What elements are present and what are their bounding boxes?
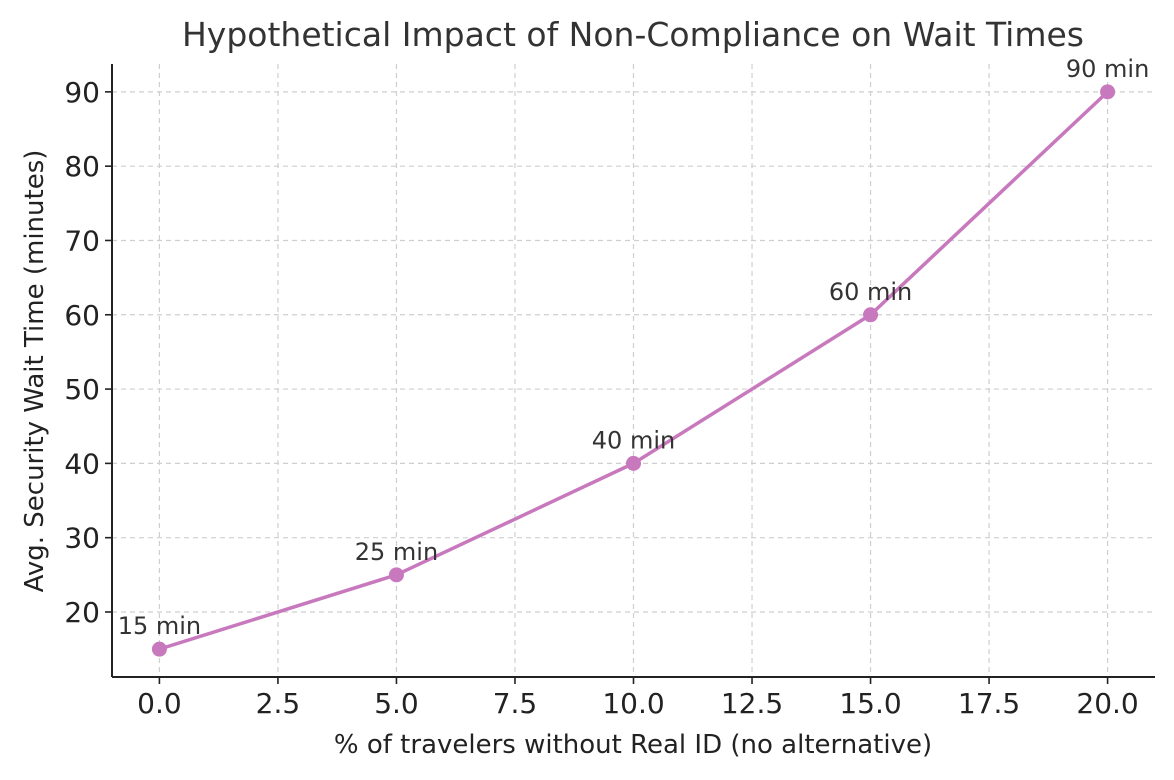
y-tick-label: 50: [64, 373, 100, 406]
data-label: 40 min: [592, 426, 675, 454]
chart-title: Hypothetical Impact of Non-Compliance on…: [182, 15, 1084, 54]
y-tick-label: 30: [64, 522, 100, 555]
series-layer: 15 min 25 min 40 min 60 min 90 min: [118, 55, 1149, 657]
y-tick-label: 40: [64, 447, 100, 480]
y-axis-label: Avg. Security Wait Time (minutes): [20, 150, 50, 593]
data-point: [626, 455, 641, 471]
x-tick-label: 10.0: [602, 687, 664, 720]
x-tick-label: 15.0: [839, 687, 901, 720]
data-point: [388, 567, 404, 583]
data-label: 25 min: [355, 538, 438, 566]
y-tick-label: 80: [64, 150, 100, 183]
data-label: 15 min: [118, 612, 201, 640]
x-tick-label: 17.5: [958, 687, 1020, 720]
y-tick-label: 20: [64, 596, 100, 629]
x-tick-label: 20.0: [1076, 687, 1138, 720]
x-axis-label: % of travelers without Real ID (no alter…: [334, 730, 932, 760]
data-point: [151, 641, 167, 657]
data-label: 90 min: [1066, 55, 1149, 83]
grid-layer: [112, 64, 1155, 677]
data-point: [1100, 84, 1116, 100]
x-tick-label: 7.5: [493, 687, 538, 720]
x-tick-label: 0.0: [137, 687, 182, 720]
data-label: 60 min: [829, 278, 912, 306]
data-point: [863, 307, 879, 323]
ticks-layer: 0.0 2.5 5.0 7.5 10.0 12.5 15.0 17.5 20.0 20 30 40 50…: [64, 76, 1138, 720]
x-tick-label: 2.5: [256, 687, 301, 720]
y-tick-label: 90: [64, 76, 100, 109]
y-tick-label: 70: [64, 224, 100, 257]
x-tick-label: 5.0: [374, 687, 419, 720]
y-tick-label: 60: [64, 299, 100, 332]
x-tick-label: 12.5: [721, 687, 783, 720]
